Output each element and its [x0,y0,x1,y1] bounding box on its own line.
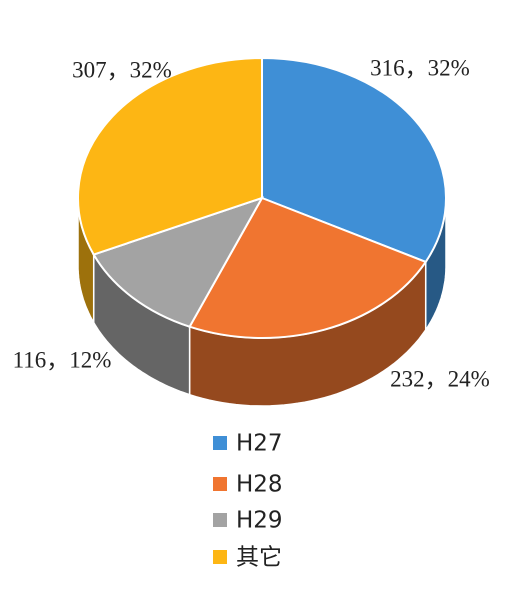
data-label: 116，12% [13,347,112,372]
legend-label: H28 [236,472,283,498]
legend-swatch [213,550,227,564]
data-label: 232，24% [390,366,490,391]
legend-swatch [213,513,227,527]
slice [188,196,428,339]
data-label: 316，32% [370,55,470,80]
slice [92,196,265,328]
data-label: 307，32% [72,57,172,82]
legend-label: H27 [236,431,283,457]
legend-swatch [213,436,227,450]
legend-swatch [213,477,227,491]
legend-label: 其它 [236,545,282,571]
slice [77,56,263,256]
legend-label: H29 [236,508,283,534]
slice [261,56,447,264]
